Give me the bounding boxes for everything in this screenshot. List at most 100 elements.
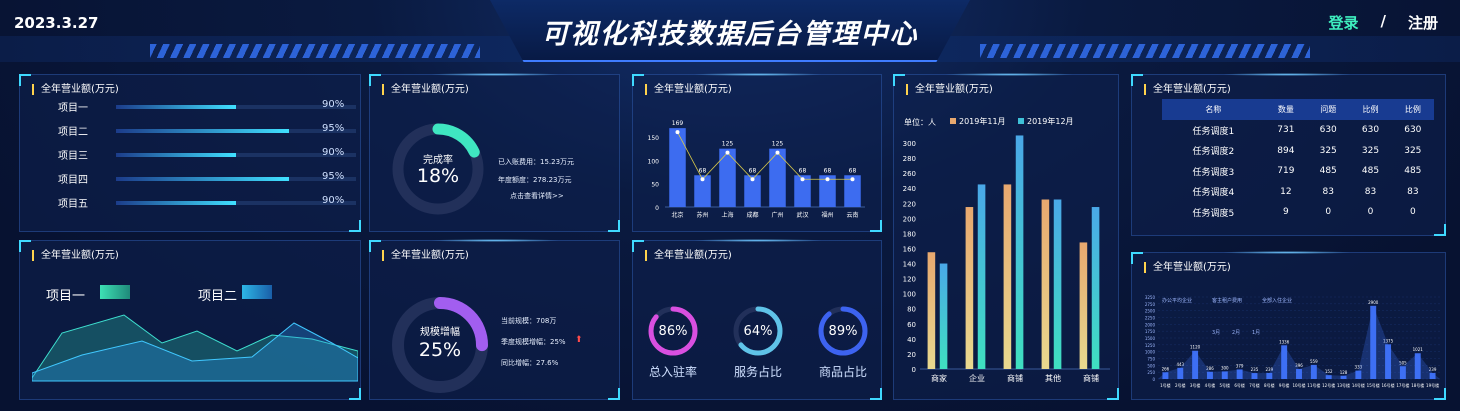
table-cell: 任务调度4: [1192, 188, 1235, 199]
y-tick-label: 240: [903, 185, 916, 193]
table-cell: 894: [1277, 145, 1295, 156]
legend-swatch-2: [242, 285, 272, 299]
data-label: 2900: [1368, 300, 1379, 305]
register-link[interactable]: 注册: [1407, 14, 1438, 32]
auth-separator: /: [1380, 12, 1386, 30]
table-row[interactable]: 任务调度2 894 325 325 325: [1162, 141, 1434, 162]
panel-glow: [430, 239, 560, 242]
data-label: 235: [1251, 367, 1259, 372]
legend-swatch-dec: [1018, 118, 1024, 124]
top-bar: 可视化科技数据后台管理中心 2023.3.27 登录 / 注册: [0, 0, 1460, 62]
progress-track: [116, 177, 356, 181]
scale-ring: [392, 297, 488, 393]
y-tick-label: 200: [903, 215, 916, 223]
data-point: [825, 177, 830, 182]
ring-progress: [818, 306, 868, 356]
data-label: 1120: [1190, 345, 1201, 350]
panel-title: 全年营业额(万元): [906, 84, 993, 95]
bar: [1091, 207, 1100, 369]
table-cell: 325: [1361, 145, 1380, 156]
task-table: 名称 数量 问题 比例 比例 任务调度1 731 630 630 630 任务调度2 894 325 3…: [1162, 99, 1434, 223]
progress-panel: 全年营业额(万元) 项目一 90% 项目二 95% 项目三 90% 项目四 95% 项目五 90%: [19, 74, 361, 232]
bar: [819, 175, 836, 207]
page-title: 可视化科技数据后台管理中心: [541, 19, 919, 50]
progress-track: [116, 201, 356, 205]
column-header: 名称: [1162, 99, 1265, 120]
progress-track: [116, 129, 356, 133]
x-tick-label: 云南: [846, 211, 858, 219]
table-row[interactable]: 任务调度3 719 485 485 485: [1162, 161, 1434, 182]
scale-panel: 全年营业额(万元) 规模增幅 25% 当前规模：708万 季度规模增幅：25% …: [369, 239, 620, 400]
bar: [965, 207, 974, 369]
y-tick-label: 250: [1147, 370, 1155, 375]
area-series-2: [32, 322, 358, 382]
scale-label: 规模增幅: [420, 327, 460, 338]
legend-entry: 1月: [1252, 330, 1261, 336]
y-tick-label: 2250: [1145, 316, 1156, 321]
y-tick-label: 180: [903, 230, 916, 238]
completion-label: 完成率: [423, 155, 453, 166]
progress-fill: [116, 129, 289, 133]
data-label: 125: [772, 141, 784, 148]
x-tick-label: 12号楼: [1322, 382, 1335, 388]
legend-dec: 2019年12月: [1027, 117, 1074, 126]
login-link[interactable]: 登录: [1328, 14, 1359, 32]
table-cell: 630: [1404, 125, 1422, 136]
ring-progress: [733, 306, 783, 356]
data-label: 286: [1206, 366, 1214, 371]
progress-label: 项目五: [58, 199, 88, 210]
bar: [1414, 353, 1421, 379]
table-cell: 719: [1277, 166, 1295, 177]
table-cell: 325: [1404, 145, 1422, 156]
x-tick-label: 商铺: [1007, 373, 1023, 383]
y-tick-label: 2500: [1145, 309, 1156, 314]
column-header: 比例: [1349, 99, 1392, 120]
scale-line-3: 同比增幅：27.6%: [501, 359, 559, 367]
x-tick-label: 14号楼: [1352, 382, 1365, 388]
panel-title: 全年营业额(万元): [1144, 262, 1231, 273]
table-cell: 任务调度2: [1192, 147, 1235, 158]
y-tick-label: 100: [903, 291, 916, 299]
ring-value: 86%: [658, 324, 688, 339]
bar: [1429, 372, 1436, 379]
x-tick-label: 7号楼: [1249, 382, 1260, 388]
y-tick-label: 0: [655, 205, 659, 212]
data-point: [700, 177, 705, 182]
table-cell: 731: [1277, 125, 1295, 136]
table-cell: 325: [1319, 145, 1337, 156]
progress-percent: 90%: [322, 147, 345, 158]
completion-line-2: 年度额度：278.23万元: [498, 176, 572, 184]
panel-title: 全年营业额(万元): [32, 250, 119, 261]
legend-item-1: 项目一: [46, 289, 86, 304]
details-link[interactable]: 点击查看详情>>: [510, 192, 564, 200]
table-row[interactable]: 任务调度4 12 83 83 83: [1162, 182, 1434, 203]
table-row[interactable]: 任务调度5 9 0 0 0: [1162, 202, 1434, 223]
table-cell: 630: [1319, 125, 1337, 136]
bar: [1003, 184, 1012, 369]
table-cell: 0: [1409, 207, 1416, 218]
unit-label: 单位：人: [904, 118, 936, 127]
x-tick-label: 6号楼: [1234, 382, 1245, 388]
y-tick-label: 1500: [1145, 336, 1156, 341]
data-label: 68: [799, 167, 807, 174]
data-label: 379: [1236, 363, 1244, 368]
panel-glow: [944, 73, 1074, 76]
y-tick-label: 1750: [1145, 329, 1156, 334]
data-label: 443: [1176, 362, 1184, 367]
x-tick-label: 广州: [771, 211, 783, 219]
table-cell: 83: [1364, 186, 1377, 197]
bar: [769, 148, 786, 207]
panel-title: 全年营业额(万元): [32, 84, 119, 95]
panel-glow: [693, 239, 823, 242]
bar: [1296, 369, 1302, 379]
bar: [1251, 373, 1258, 379]
x-tick-label: 19号楼: [1426, 382, 1439, 388]
legend-entry: 办公平均企业: [1162, 298, 1193, 304]
table-cell: 任务调度5: [1192, 208, 1235, 219]
y-tick-label: 80: [907, 306, 916, 314]
table-row[interactable]: 任务调度1 731 630 630 630: [1162, 120, 1434, 141]
table-cell: 485: [1404, 166, 1422, 177]
table-cell: 12: [1280, 186, 1292, 197]
header-stripes-right: [980, 44, 1310, 58]
y-tick-label: 60: [907, 321, 916, 329]
